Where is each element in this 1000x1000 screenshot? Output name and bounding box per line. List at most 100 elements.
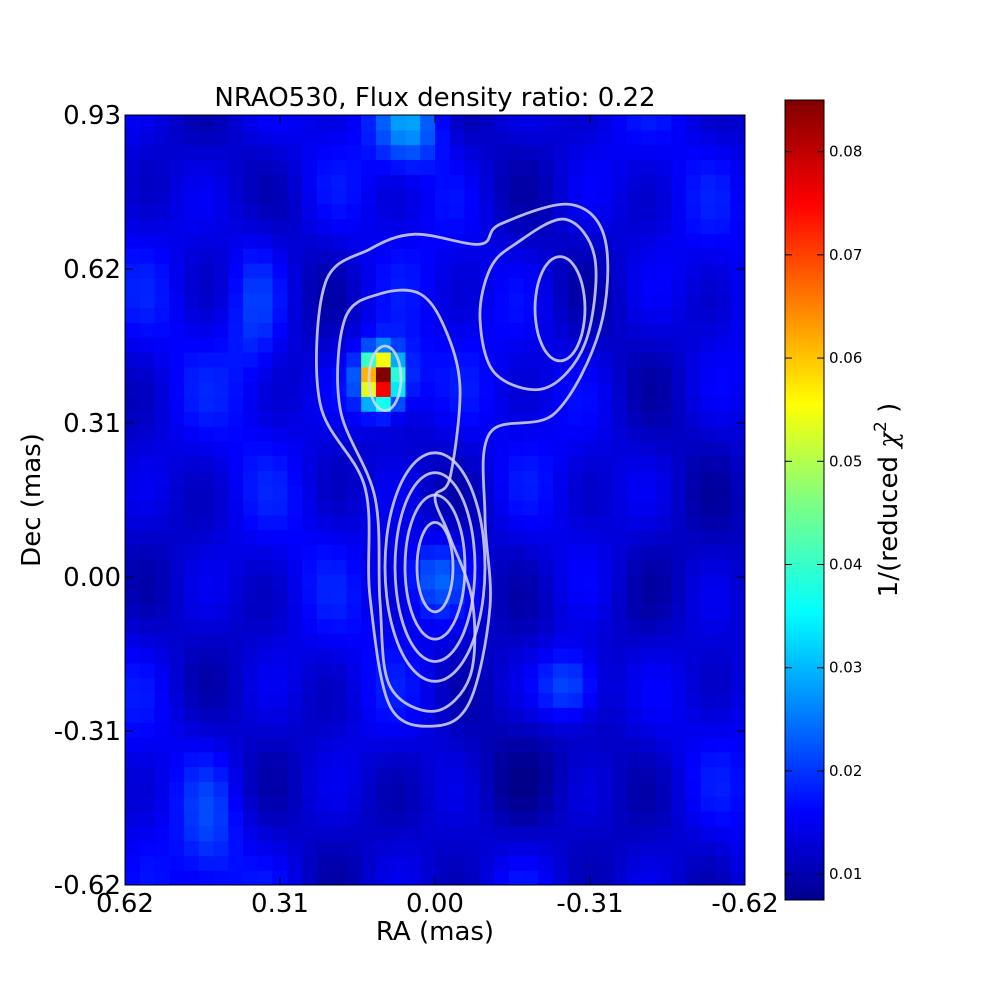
heatmap-cell bbox=[375, 159, 392, 175]
heatmap-cell bbox=[184, 277, 200, 294]
heatmap-cell bbox=[228, 292, 244, 309]
heatmap-cell bbox=[715, 277, 731, 294]
heatmap-cell bbox=[641, 603, 658, 620]
heatmap-cell bbox=[331, 440, 348, 457]
heatmap-cell bbox=[272, 603, 288, 620]
heatmap-cell bbox=[346, 559, 362, 575]
heatmap-cell bbox=[287, 366, 303, 383]
heatmap-cell bbox=[125, 574, 141, 590]
heatmap-cell bbox=[730, 736, 745, 753]
heatmap-cell bbox=[346, 618, 362, 634]
heatmap-cell bbox=[612, 455, 628, 471]
heatmap-cell bbox=[302, 233, 318, 249]
colorbar-label-chi: χ bbox=[874, 430, 904, 450]
heatmap-cell bbox=[685, 588, 702, 605]
heatmap-cell bbox=[656, 514, 672, 531]
heatmap-cell bbox=[198, 115, 215, 131]
heatmap-cell bbox=[154, 736, 170, 753]
heatmap-cell bbox=[671, 263, 687, 279]
heatmap-cell bbox=[361, 781, 377, 797]
heatmap-cell bbox=[656, 189, 672, 205]
heatmap-cell bbox=[685, 411, 702, 427]
heatmap-cell bbox=[125, 351, 141, 368]
heatmap-cell bbox=[228, 396, 244, 412]
heatmap-cell bbox=[508, 751, 525, 768]
heatmap-cell bbox=[538, 514, 554, 531]
heatmap-cell bbox=[154, 159, 170, 175]
heatmap-cell bbox=[612, 618, 628, 634]
heatmap-cell bbox=[626, 144, 643, 161]
heatmap-cell bbox=[361, 337, 377, 353]
heatmap-cell bbox=[656, 322, 672, 338]
heatmap-cell bbox=[405, 174, 421, 190]
heatmap-cell bbox=[494, 189, 510, 205]
heatmap-cell bbox=[390, 425, 407, 442]
heatmap-cell bbox=[154, 263, 170, 279]
heatmap-cell bbox=[538, 751, 554, 768]
heatmap-cell bbox=[346, 307, 362, 323]
heatmap-cell bbox=[243, 603, 259, 620]
heatmap-cell bbox=[685, 677, 702, 694]
heatmap-cell bbox=[287, 277, 303, 294]
heatmap-cell bbox=[390, 411, 407, 427]
heatmap-cell bbox=[612, 159, 628, 175]
heatmap-cell bbox=[700, 648, 717, 664]
heatmap-cell bbox=[198, 736, 215, 753]
heatmap-cell bbox=[125, 129, 141, 146]
heatmap-cell bbox=[346, 322, 362, 338]
heatmap-cell bbox=[125, 796, 141, 812]
heatmap-cell bbox=[671, 322, 687, 338]
heatmap-cell bbox=[435, 574, 451, 590]
heatmap-cell bbox=[228, 855, 244, 871]
heatmap-cell bbox=[139, 396, 156, 412]
heatmap-cell bbox=[331, 574, 348, 590]
heatmap-cell bbox=[567, 470, 584, 486]
heatmap-cell bbox=[553, 425, 569, 442]
heatmap-cell bbox=[154, 559, 170, 575]
heatmap-cell bbox=[597, 722, 613, 738]
heatmap-cell bbox=[464, 781, 480, 797]
heatmap-cell bbox=[626, 411, 643, 427]
heatmap-cell bbox=[479, 707, 495, 723]
heatmap-cell bbox=[730, 115, 745, 131]
heatmap-cell bbox=[331, 736, 348, 753]
heatmap-cell bbox=[302, 603, 318, 620]
heatmap-cell bbox=[302, 144, 318, 161]
heatmap-cell bbox=[508, 189, 525, 205]
heatmap-cell bbox=[626, 218, 643, 235]
heatmap-cell bbox=[346, 603, 362, 620]
heatmap-cell bbox=[715, 500, 731, 516]
heatmap-cell bbox=[154, 781, 170, 797]
heatmap-cell bbox=[612, 396, 628, 412]
heatmap-cell bbox=[198, 233, 215, 249]
heatmap-cell bbox=[567, 529, 584, 546]
heatmap-cell bbox=[435, 366, 451, 383]
heatmap-cell bbox=[184, 588, 200, 605]
heatmap-cell bbox=[228, 485, 244, 501]
heatmap-cell bbox=[184, 174, 200, 190]
heatmap-cell bbox=[302, 588, 318, 605]
heatmap-cell bbox=[508, 692, 525, 708]
heatmap-cell bbox=[316, 322, 333, 338]
heatmap-cell bbox=[198, 500, 215, 516]
heatmap-cell bbox=[213, 351, 229, 368]
heatmap-cell bbox=[700, 174, 717, 190]
heatmap-cell bbox=[582, 751, 598, 768]
heatmap-cell bbox=[361, 736, 377, 753]
heatmap-cell bbox=[553, 485, 569, 501]
heatmap-cell bbox=[656, 662, 672, 679]
heatmap-cell bbox=[715, 174, 731, 190]
heatmap-cell bbox=[449, 396, 466, 412]
heatmap-cell bbox=[449, 796, 466, 812]
heatmap-cell bbox=[331, 203, 348, 220]
heatmap-cell bbox=[641, 529, 658, 546]
heatmap-cell bbox=[479, 144, 495, 161]
heatmap-cell bbox=[671, 292, 687, 309]
heatmap-cell bbox=[626, 277, 643, 294]
heatmap-cell bbox=[597, 574, 613, 590]
heatmap-cell bbox=[538, 233, 554, 249]
heatmap-cell bbox=[582, 189, 598, 205]
heatmap-cell bbox=[272, 277, 288, 294]
heatmap-cell bbox=[538, 544, 554, 560]
heatmap-cell bbox=[272, 189, 288, 205]
